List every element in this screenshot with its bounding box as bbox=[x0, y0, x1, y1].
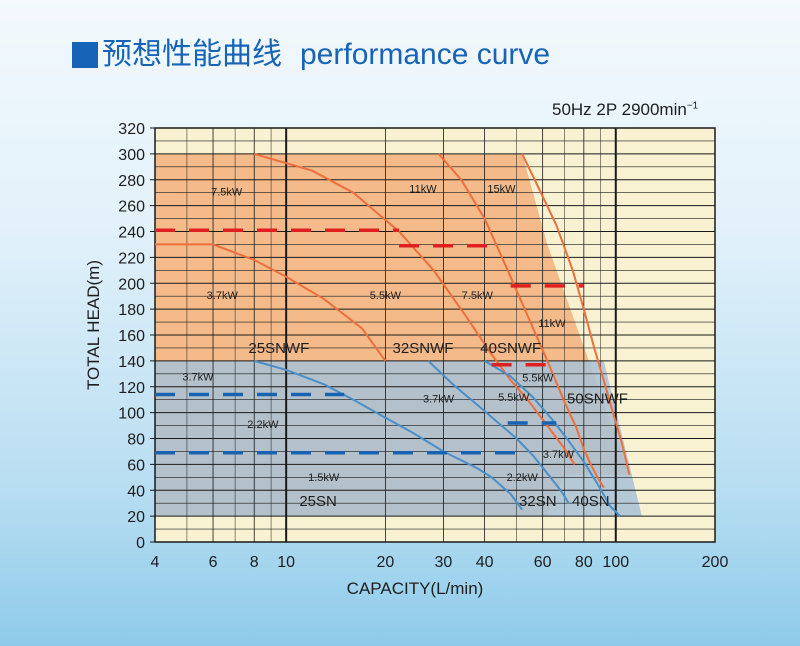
chart-annotation: 11kW bbox=[409, 184, 437, 196]
performance-curve-orange bbox=[437, 153, 605, 489]
y-axis-label: TOTAL HEAD(m) bbox=[84, 260, 103, 390]
y-tick-label: 240 bbox=[118, 225, 145, 242]
x-tick-label: 20 bbox=[376, 554, 394, 571]
chart-annotation: 11kW bbox=[538, 318, 566, 330]
y-tick-label: 40 bbox=[127, 483, 145, 500]
spec-superscript: −1 bbox=[686, 100, 699, 112]
chart-annotation: 15kW bbox=[487, 184, 516, 196]
x-tick-label: 80 bbox=[575, 554, 593, 571]
chart-annotation: 7.5kW bbox=[211, 186, 243, 198]
y-tick-label: 280 bbox=[118, 173, 145, 190]
chart-annotation: 3.7kW bbox=[182, 371, 214, 383]
chart-annotation: 5.5kW bbox=[370, 290, 402, 302]
chart-annotation: 25SN bbox=[299, 493, 337, 510]
chart-annotation: 32SN bbox=[519, 493, 557, 510]
y-tick-label: 20 bbox=[127, 509, 145, 526]
performance-curve-orange bbox=[155, 243, 387, 362]
title-english: performance curve bbox=[300, 38, 551, 71]
spec-text: 50Hz 2P 2900min bbox=[552, 100, 687, 119]
y-tick-label: 60 bbox=[127, 457, 145, 474]
chart-annotation: 2.2kW bbox=[507, 472, 539, 484]
performance-curve-blue bbox=[253, 359, 524, 511]
title-chinese: 预想性能曲线 bbox=[102, 38, 282, 71]
chart-annotation: 40SN bbox=[572, 493, 610, 510]
x-tick-label: 6 bbox=[209, 554, 218, 571]
y-tick-label: 120 bbox=[118, 380, 145, 397]
chart-annotation: 5.5kW bbox=[522, 373, 554, 385]
chart-annotation: 5.5kW bbox=[498, 392, 530, 404]
x-tick-label: 4 bbox=[151, 554, 160, 571]
x-tick-label: 100 bbox=[602, 554, 629, 571]
x-axis-label: CAPACITY(L/min) bbox=[347, 579, 484, 598]
y-tick-label: 200 bbox=[118, 276, 145, 293]
performance-curve-orange bbox=[521, 153, 631, 475]
x-tick-label: 40 bbox=[476, 554, 494, 571]
y-tick-label: 260 bbox=[118, 199, 145, 216]
y-tick-label: 180 bbox=[118, 302, 145, 319]
y-tick-label: 100 bbox=[118, 406, 145, 423]
x-tick-label: 8 bbox=[250, 554, 259, 571]
chart-annotation: 3.7kW bbox=[423, 393, 455, 405]
x-tick-label: 200 bbox=[702, 554, 729, 571]
y-tick-label: 320 bbox=[118, 121, 145, 138]
x-tick-label: 30 bbox=[435, 554, 453, 571]
x-tick-label: 60 bbox=[534, 554, 552, 571]
y-tick-label: 0 bbox=[136, 535, 145, 552]
performance-curve-blue bbox=[427, 360, 570, 504]
chart-title: 预想性能曲线 performance curve bbox=[72, 40, 550, 70]
chart-annotation: 3.7kW bbox=[543, 449, 575, 461]
chart-annotation: 7.5kW bbox=[462, 290, 494, 302]
chart-annotation: 32SNWF bbox=[393, 340, 454, 357]
y-tick-label: 80 bbox=[127, 432, 145, 449]
performance-curve-blue bbox=[484, 360, 621, 517]
x-tick-label: 10 bbox=[277, 554, 295, 571]
y-tick-label: 220 bbox=[118, 250, 145, 267]
performance-curve-orange bbox=[253, 152, 576, 465]
chart-annotation: 50SNWF bbox=[567, 391, 628, 408]
chart-annotation: 25SNWF bbox=[248, 340, 309, 357]
chart-annotation: 1.5kW bbox=[308, 472, 340, 484]
chart-annotation: 2.2kW bbox=[247, 419, 279, 431]
y-tick-label: 300 bbox=[118, 147, 145, 164]
chart-annotation: 3.7kW bbox=[207, 290, 239, 302]
y-tick-label: 160 bbox=[118, 328, 145, 345]
title-square-icon bbox=[72, 42, 98, 68]
y-tick-label: 140 bbox=[118, 354, 145, 371]
chart-annotation: 40SNWF bbox=[480, 340, 541, 357]
spec-label: 50Hz 2P 2900min−1 bbox=[552, 100, 698, 120]
